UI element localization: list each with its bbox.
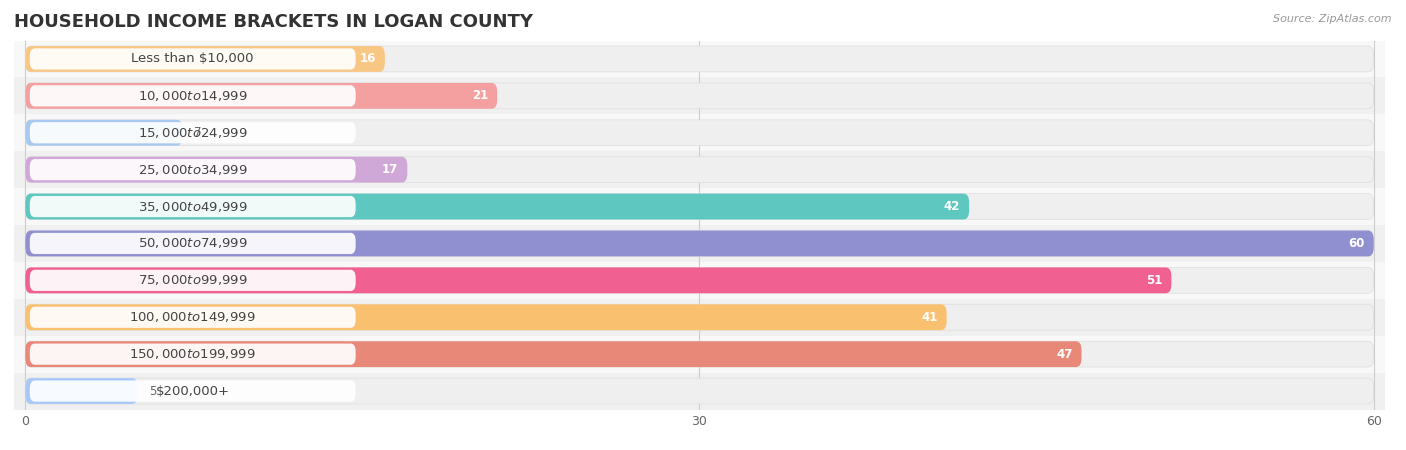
FancyBboxPatch shape xyxy=(3,77,1396,114)
FancyBboxPatch shape xyxy=(30,306,356,328)
FancyBboxPatch shape xyxy=(25,46,385,72)
FancyBboxPatch shape xyxy=(25,341,1081,367)
Text: 17: 17 xyxy=(382,163,398,176)
FancyBboxPatch shape xyxy=(30,122,356,144)
FancyBboxPatch shape xyxy=(25,378,138,404)
Text: $150,000 to $199,999: $150,000 to $199,999 xyxy=(129,347,256,361)
Text: 47: 47 xyxy=(1056,348,1073,360)
FancyBboxPatch shape xyxy=(30,48,356,70)
FancyBboxPatch shape xyxy=(25,120,183,146)
Text: $10,000 to $14,999: $10,000 to $14,999 xyxy=(138,89,247,103)
FancyBboxPatch shape xyxy=(25,83,498,109)
FancyBboxPatch shape xyxy=(25,304,946,330)
FancyBboxPatch shape xyxy=(30,159,356,180)
FancyBboxPatch shape xyxy=(25,157,408,183)
FancyBboxPatch shape xyxy=(3,373,1396,410)
Text: 60: 60 xyxy=(1348,237,1365,250)
FancyBboxPatch shape xyxy=(25,267,1171,293)
Text: 5: 5 xyxy=(149,385,156,397)
FancyBboxPatch shape xyxy=(25,378,1374,404)
FancyBboxPatch shape xyxy=(3,40,1396,77)
FancyBboxPatch shape xyxy=(3,114,1396,151)
Text: Less than $10,000: Less than $10,000 xyxy=(132,53,254,65)
FancyBboxPatch shape xyxy=(25,83,1374,109)
Text: $50,000 to $74,999: $50,000 to $74,999 xyxy=(138,236,247,251)
FancyBboxPatch shape xyxy=(25,230,1374,256)
FancyBboxPatch shape xyxy=(25,157,1374,183)
Text: 16: 16 xyxy=(360,53,375,65)
FancyBboxPatch shape xyxy=(25,304,1374,330)
FancyBboxPatch shape xyxy=(3,188,1396,225)
Text: 42: 42 xyxy=(943,200,960,213)
Text: Source: ZipAtlas.com: Source: ZipAtlas.com xyxy=(1274,14,1392,23)
Text: $25,000 to $34,999: $25,000 to $34,999 xyxy=(138,162,247,177)
Text: $75,000 to $99,999: $75,000 to $99,999 xyxy=(138,273,247,288)
FancyBboxPatch shape xyxy=(3,151,1396,188)
Text: 41: 41 xyxy=(921,311,938,324)
FancyBboxPatch shape xyxy=(25,120,1374,146)
FancyBboxPatch shape xyxy=(30,196,356,217)
FancyBboxPatch shape xyxy=(25,46,1374,72)
FancyBboxPatch shape xyxy=(3,299,1396,336)
Text: 51: 51 xyxy=(1146,274,1163,287)
Text: $35,000 to $49,999: $35,000 to $49,999 xyxy=(138,199,247,214)
FancyBboxPatch shape xyxy=(30,233,356,254)
FancyBboxPatch shape xyxy=(30,270,356,291)
FancyBboxPatch shape xyxy=(25,267,1374,293)
FancyBboxPatch shape xyxy=(25,194,969,220)
FancyBboxPatch shape xyxy=(30,343,356,365)
FancyBboxPatch shape xyxy=(25,194,1374,220)
Text: $15,000 to $24,999: $15,000 to $24,999 xyxy=(138,126,247,140)
Text: HOUSEHOLD INCOME BRACKETS IN LOGAN COUNTY: HOUSEHOLD INCOME BRACKETS IN LOGAN COUNT… xyxy=(14,13,533,31)
FancyBboxPatch shape xyxy=(30,380,356,402)
FancyBboxPatch shape xyxy=(25,230,1374,256)
FancyBboxPatch shape xyxy=(3,262,1396,299)
Text: $100,000 to $149,999: $100,000 to $149,999 xyxy=(129,310,256,324)
FancyBboxPatch shape xyxy=(3,336,1396,373)
Text: 21: 21 xyxy=(472,90,488,102)
FancyBboxPatch shape xyxy=(30,85,356,107)
Text: $200,000+: $200,000+ xyxy=(156,385,229,397)
Text: 7: 7 xyxy=(194,126,201,139)
FancyBboxPatch shape xyxy=(25,341,1374,367)
FancyBboxPatch shape xyxy=(3,225,1396,262)
